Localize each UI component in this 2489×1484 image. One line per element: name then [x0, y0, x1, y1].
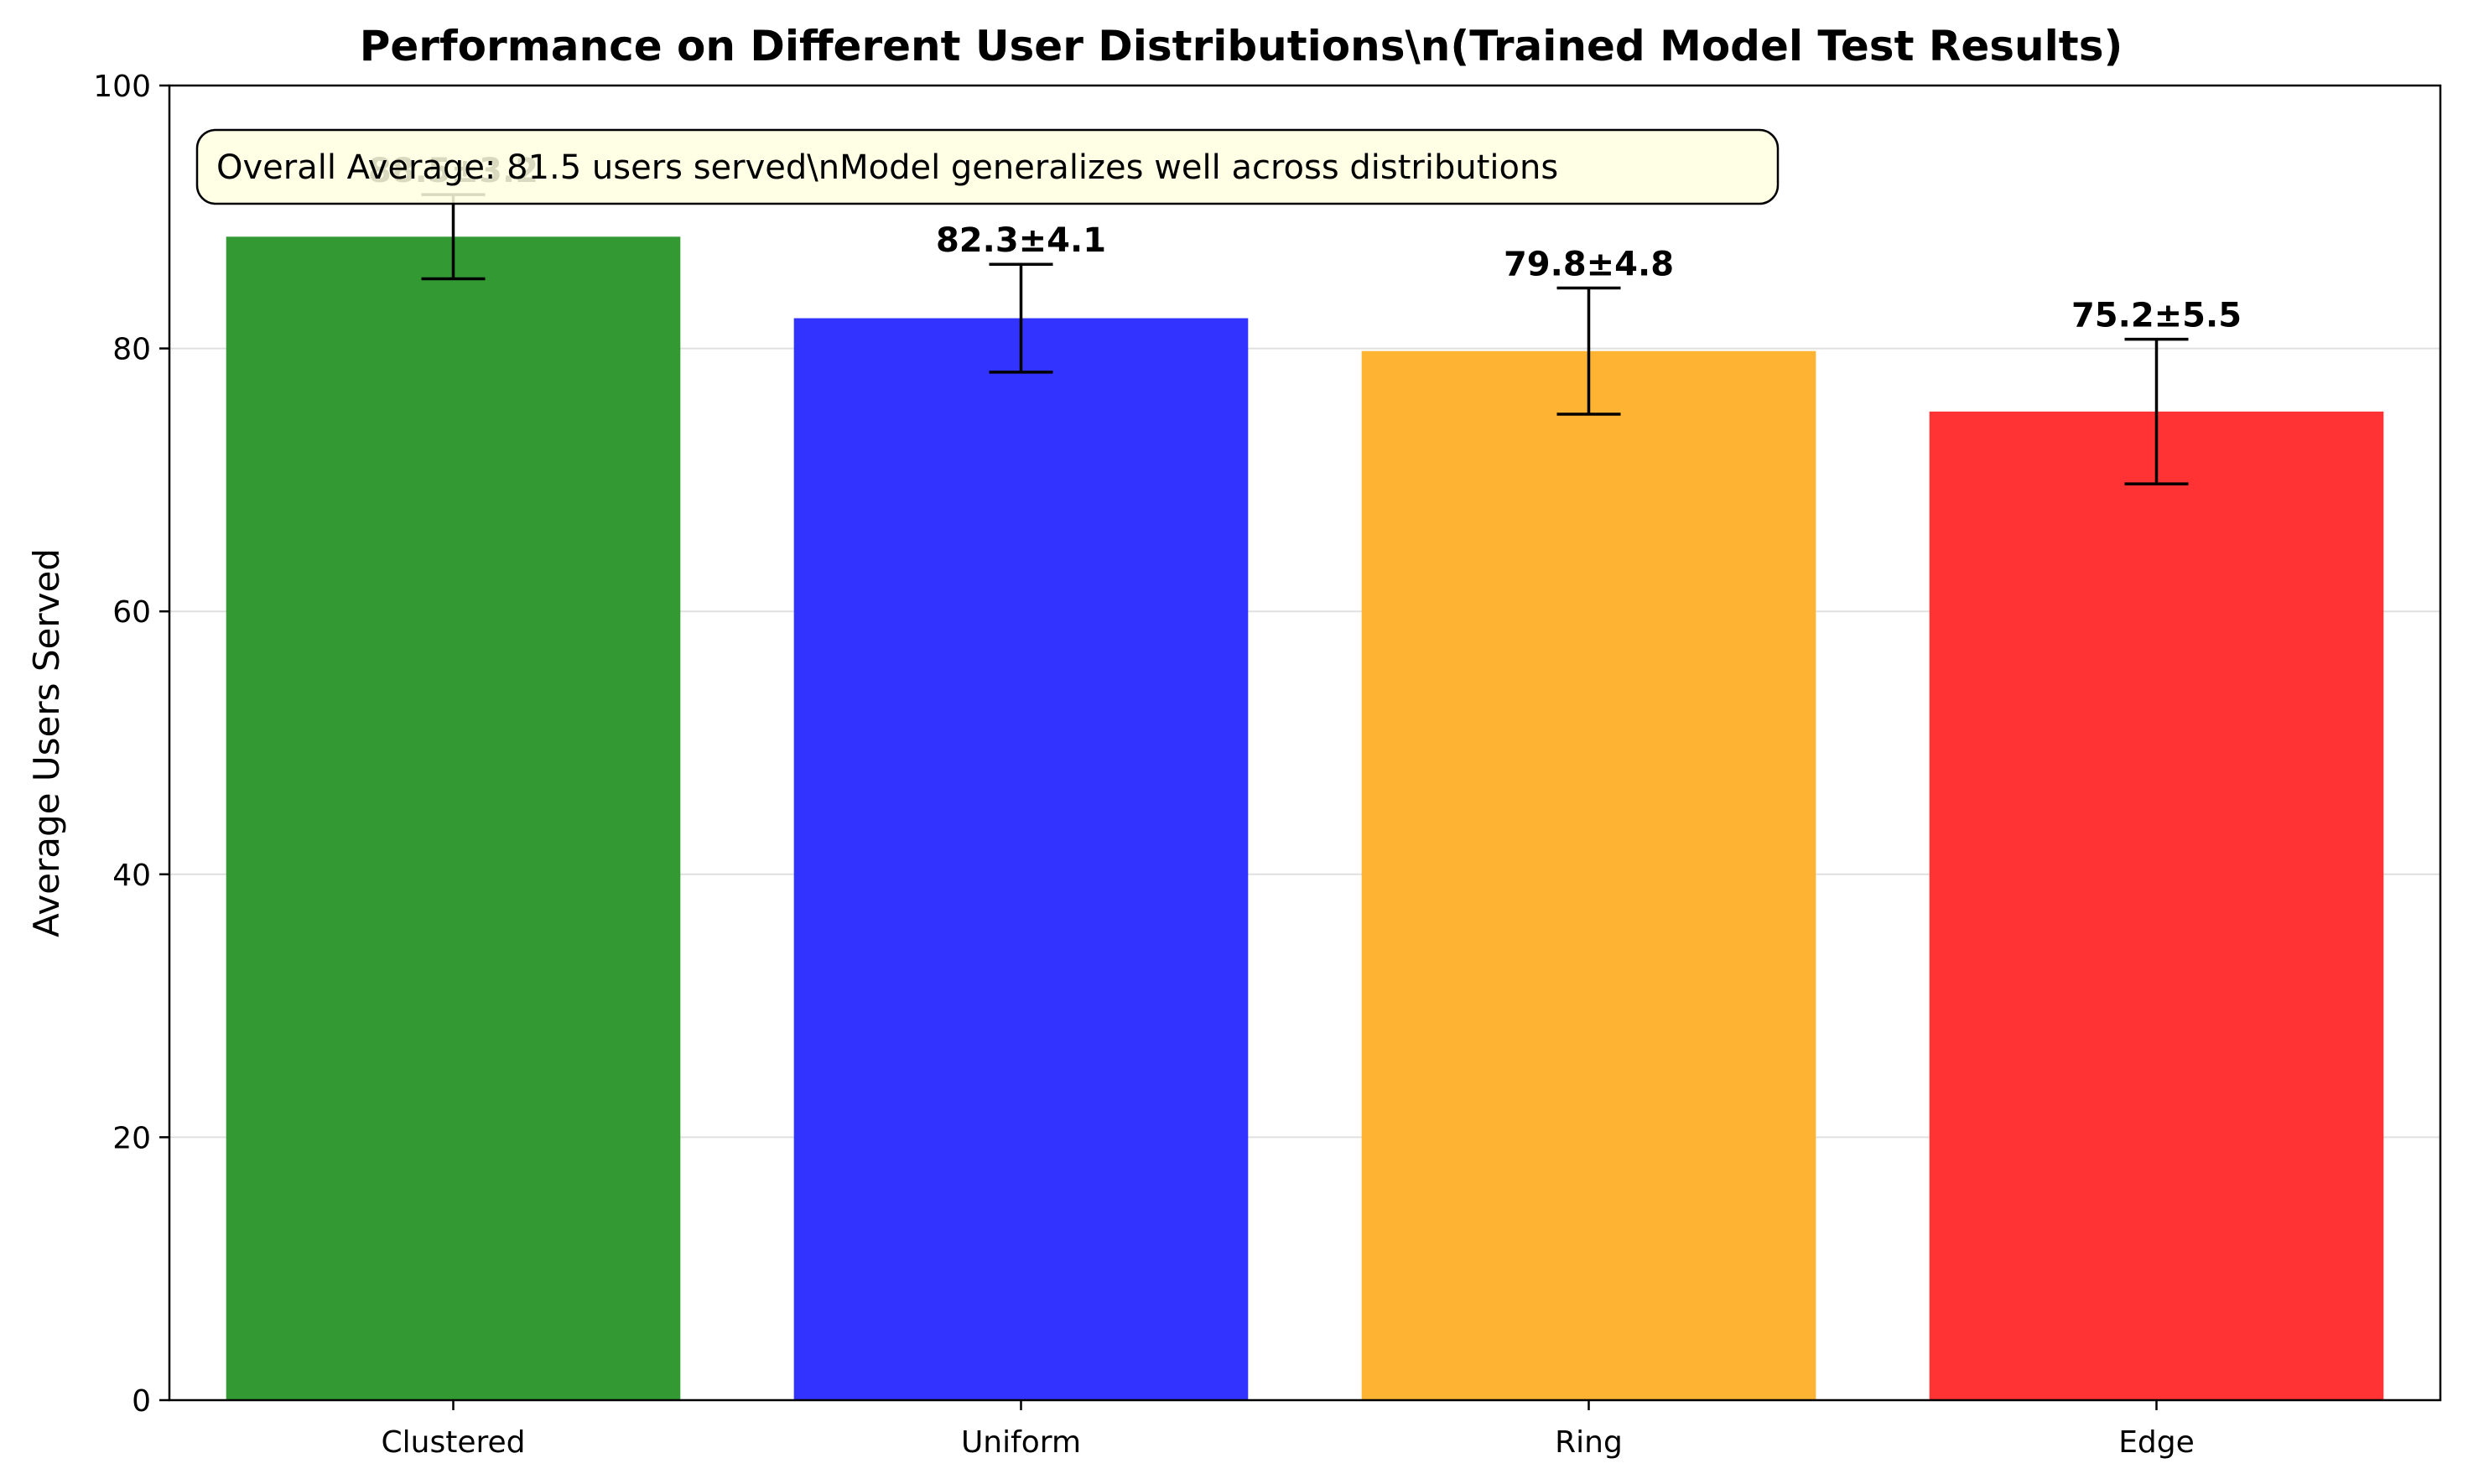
y-tick-label: 20	[112, 1121, 151, 1155]
x-axis-ticks: Clustered Uniform Ring Edge	[382, 1400, 2195, 1460]
x-tick-label-uniform: Uniform	[961, 1425, 1081, 1460]
y-axis-ticks: 0 20 40 60 80 100	[93, 70, 169, 1419]
annotation-text: Overall Average: 81.5 users served\nMode…	[216, 148, 1558, 187]
y-tick-label: 100	[93, 70, 151, 104]
annotation-box: Overall Average: 81.5 users served\nMode…	[195, 128, 1780, 205]
y-tick-label: 60	[112, 595, 151, 630]
y-tick-label: 0	[132, 1384, 151, 1419]
chart-title: Performance on Different User Distributi…	[360, 22, 2123, 70]
error-bar-uniform	[989, 262, 1053, 374]
x-tick-label-clustered: Clustered	[382, 1425, 526, 1460]
bars	[226, 236, 2384, 1401]
error-bar-edge	[2124, 337, 2189, 485]
error-bar-ring	[1556, 286, 1621, 416]
y-tick-label: 40	[112, 859, 151, 893]
plot-frame	[168, 84, 2442, 1402]
bar-clustered	[226, 236, 681, 1400]
annotation-background	[195, 128, 1780, 205]
y-axis-label: Average Users Served	[26, 548, 67, 937]
bar-uniform	[793, 318, 1249, 1400]
bar-ring	[1361, 350, 1816, 1401]
bar-edge	[1929, 411, 2384, 1400]
error-bars	[421, 193, 2189, 485]
data-label-edge: 75.2±5.5	[2071, 297, 2242, 335]
x-tick-label-ring: Ring	[1555, 1425, 1623, 1460]
x-tick-label-edge: Edge	[2118, 1425, 2195, 1460]
data-label-ring: 79.8±4.8	[1504, 245, 1674, 283]
y-tick-label: 80	[112, 333, 151, 367]
data-label-uniform: 82.3±4.1	[936, 221, 1106, 260]
